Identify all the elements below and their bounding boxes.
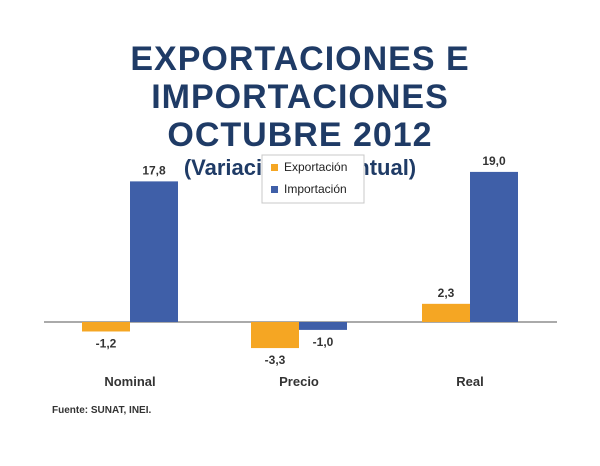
legend-box <box>261 154 365 204</box>
category-label-precio: Precio <box>279 374 319 389</box>
data-label-exportacin-nominal: -1,2 <box>96 336 117 350</box>
chart-title-line-1: EXPORTACIONES E IMPORTACIONES <box>130 40 470 116</box>
legend-swatch-importacin <box>271 186 278 193</box>
legend-label-importacin: Importación <box>284 182 347 196</box>
data-label-importacin-nominal: 17,8 <box>142 163 166 177</box>
data-label-exportacin-real: 2,3 <box>438 286 455 300</box>
chart-title-line-2: OCTUBRE 2012 <box>167 116 433 154</box>
bar-importacin-real <box>470 171 518 322</box>
data-label-exportacin-precio: -3,3 <box>265 353 286 367</box>
bar-exportacin-real <box>422 303 470 322</box>
bar-importacin-nominal <box>130 181 178 322</box>
legend-swatch-exportacin <box>271 164 278 171</box>
bar-exportacin-nominal <box>82 322 130 332</box>
source-note: Fuente: SUNAT, INEI. <box>52 405 152 416</box>
data-label-importacin-real: 19,0 <box>482 154 506 168</box>
category-label-nominal: Nominal <box>104 374 155 389</box>
bar-exportacin-precio <box>251 322 299 349</box>
bar-importacin-precio <box>299 322 347 330</box>
data-label-importacin-precio: -1,0 <box>313 335 334 349</box>
category-label-real: Real <box>456 374 483 389</box>
legend-label-exportacin: Exportación <box>284 160 347 174</box>
